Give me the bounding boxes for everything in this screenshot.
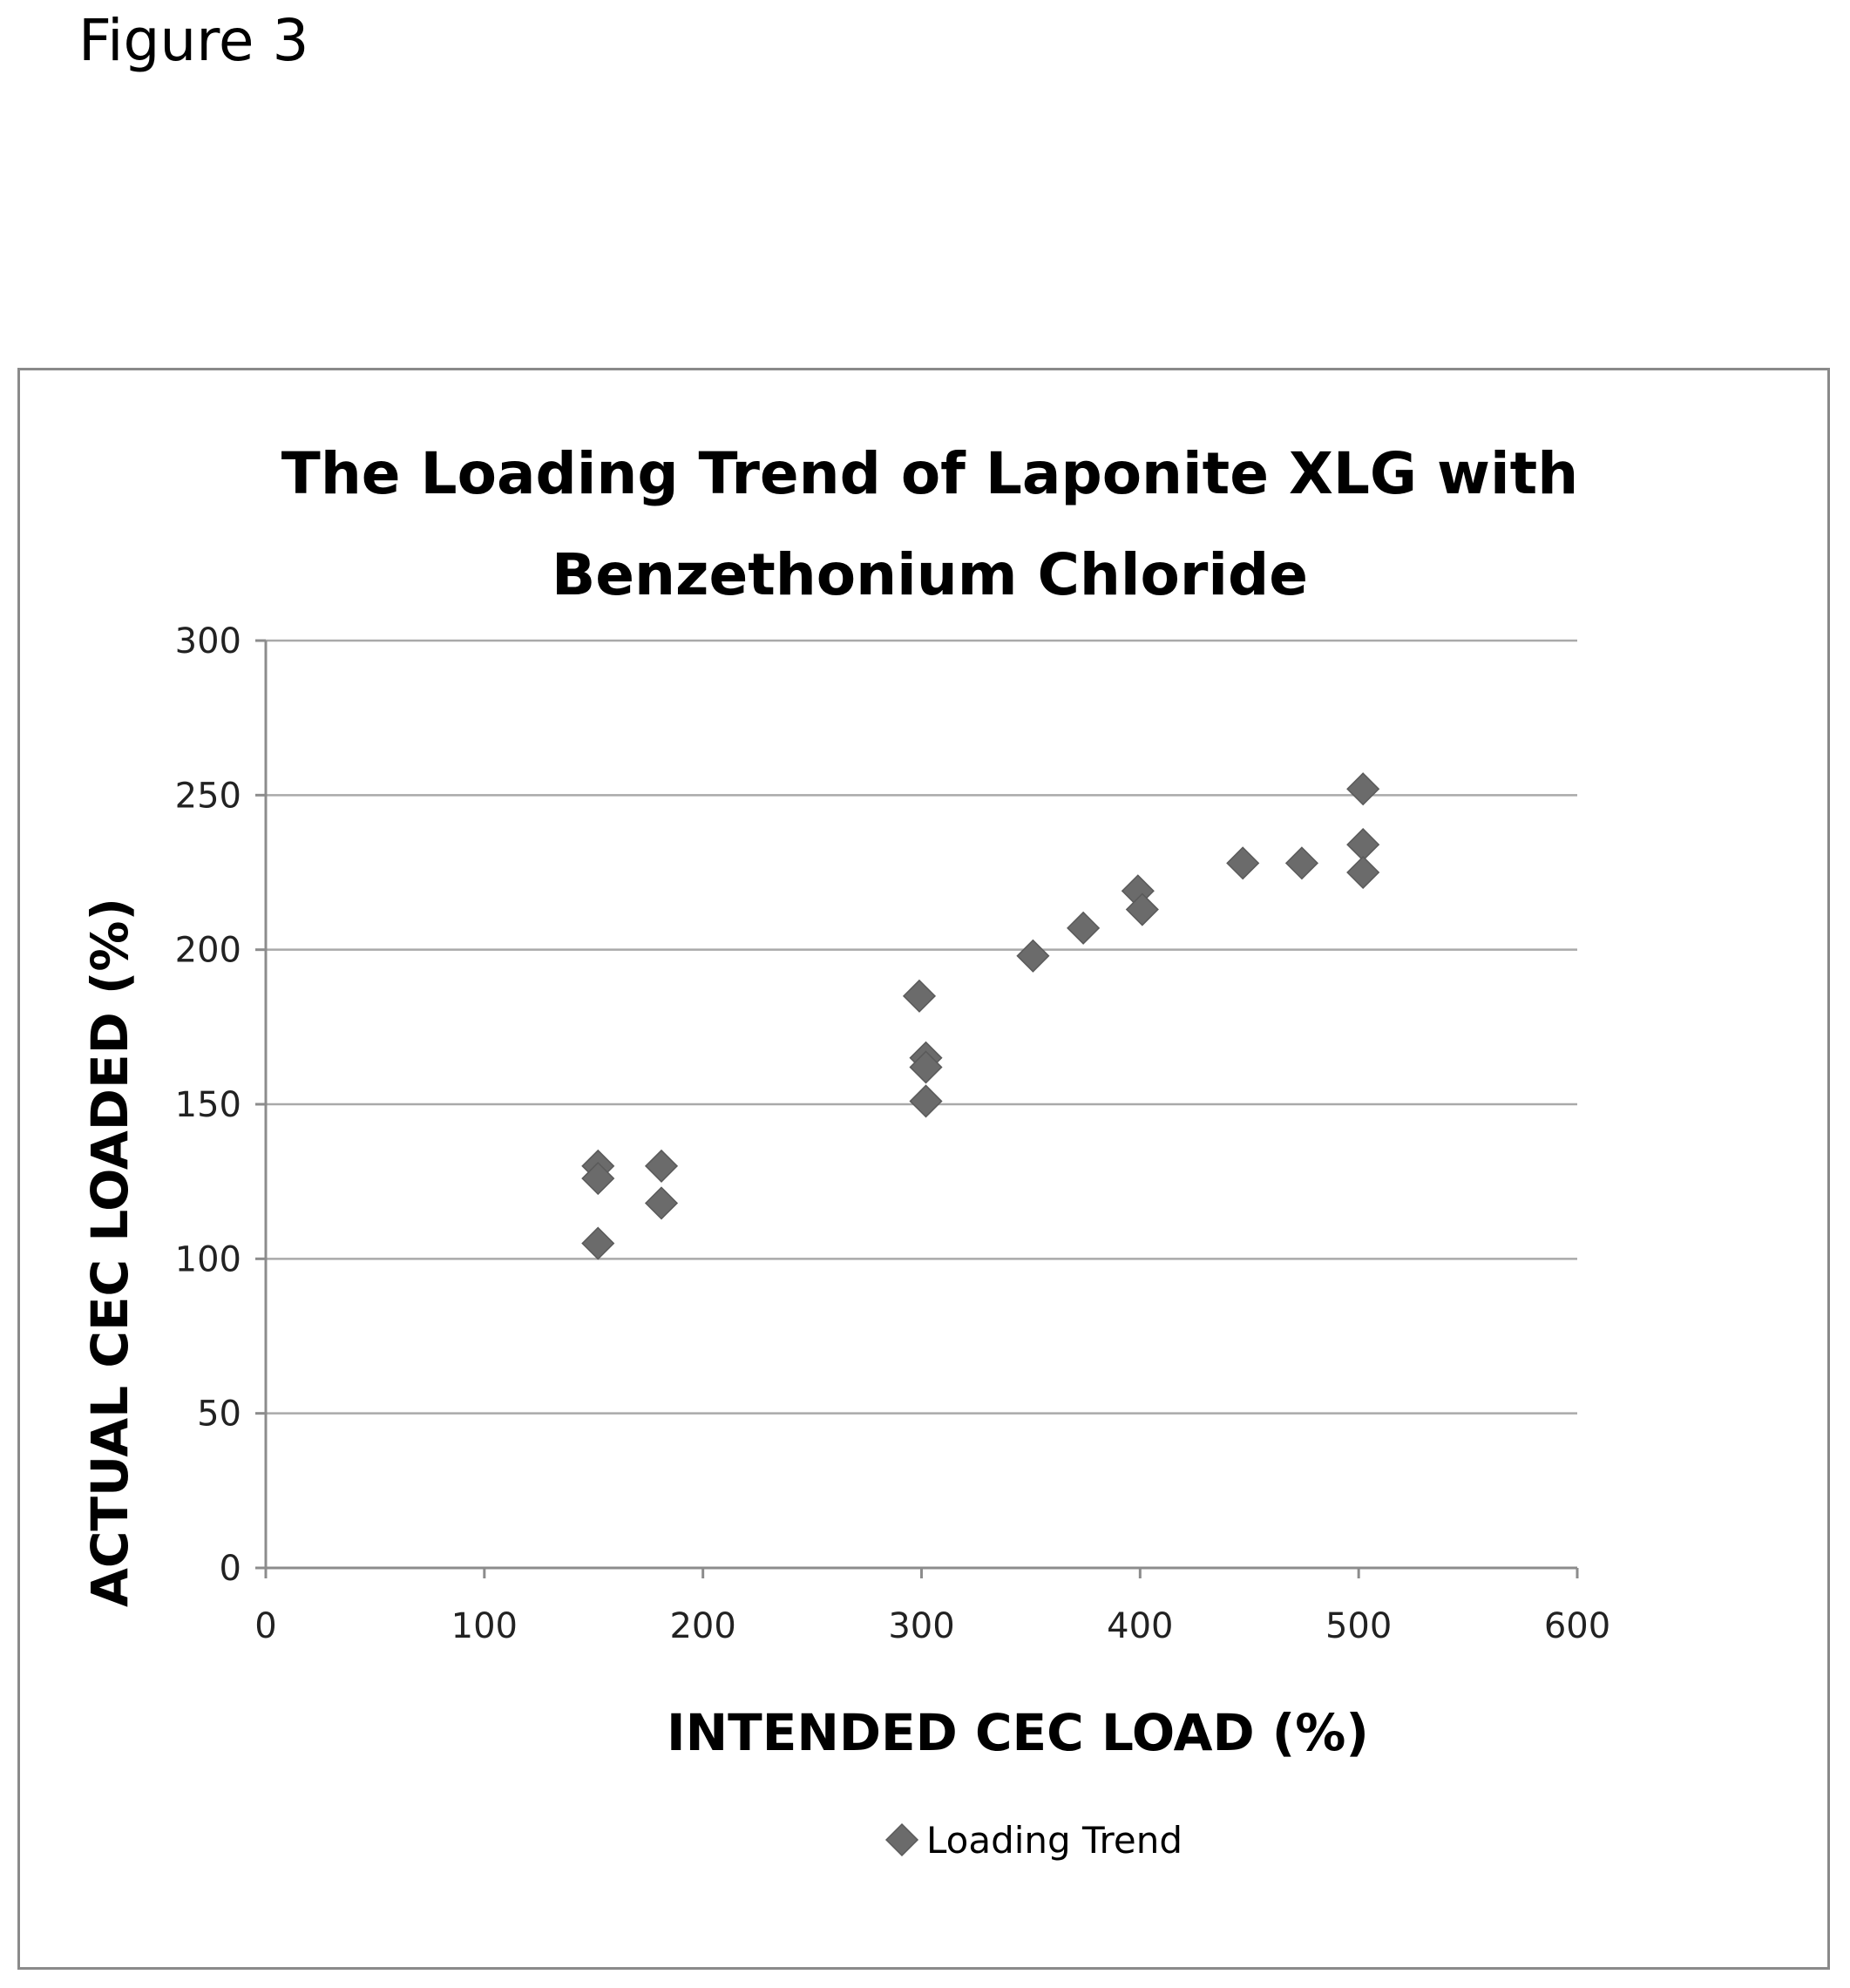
legend-marker-diamond bbox=[884, 1822, 919, 1857]
figure-label: Figure 3 bbox=[78, 7, 309, 74]
data-point-0-3 bbox=[644, 1149, 679, 1183]
data-point-0-17 bbox=[1346, 855, 1380, 890]
gridlines bbox=[266, 639, 1577, 1415]
scatter-chart: The Loading Trend of Laponite XLG with B… bbox=[80, 440, 1610, 1862]
chart-title-line-1: The Loading Trend of Laponite XLG with bbox=[281, 440, 1578, 507]
y-axis-title: ACTUAL CEC LOADED (%) bbox=[80, 898, 139, 1607]
y-tick-label-300: 300 bbox=[175, 621, 241, 662]
legend: Loading Trend bbox=[884, 1819, 1183, 1862]
chart-frame: The Loading Trend of Laponite XLG with B… bbox=[17, 368, 1830, 1970]
x-tick-label-400: 400 bbox=[1107, 1606, 1173, 1646]
x-tick-label-500: 500 bbox=[1325, 1606, 1392, 1646]
data-point-0-12 bbox=[1125, 892, 1159, 926]
y-tick-label-100: 100 bbox=[175, 1239, 241, 1279]
data-point-0-1 bbox=[581, 1162, 615, 1196]
x-tick-label-0: 0 bbox=[254, 1606, 276, 1646]
data-point-0-9 bbox=[1016, 939, 1050, 973]
data-point-0-7 bbox=[909, 1050, 943, 1084]
x-tick-labels: 0 100 200 300 400 500 600 bbox=[254, 1606, 1610, 1646]
y-tick-label-50: 50 bbox=[197, 1394, 241, 1435]
axes bbox=[255, 639, 1579, 1578]
data-point-0-15 bbox=[1346, 772, 1380, 806]
y-tick-label-150: 150 bbox=[175, 1085, 241, 1125]
data-point-0-13 bbox=[1226, 846, 1260, 880]
data-point-0-4 bbox=[644, 1186, 679, 1220]
x-tick-label-600: 600 bbox=[1544, 1606, 1610, 1646]
legend-entry-loading-trend: Loading Trend bbox=[926, 1819, 1183, 1862]
data-point-0-5 bbox=[902, 979, 937, 1013]
chart-title-line-2: Benzethonium Chloride bbox=[552, 541, 1308, 608]
y-tick-label-200: 200 bbox=[175, 931, 241, 971]
x-tick-label-300: 300 bbox=[888, 1606, 954, 1646]
data-point-0-10 bbox=[1067, 911, 1101, 945]
y-tick-label-250: 250 bbox=[175, 776, 241, 816]
chart-title: The Loading Trend of Laponite XLG with B… bbox=[281, 440, 1578, 608]
x-tick-label-100: 100 bbox=[451, 1606, 518, 1646]
y-tick-label-0: 0 bbox=[220, 1549, 241, 1589]
x-axis-title: INTENDED CEC LOAD (%) bbox=[667, 1703, 1369, 1762]
data-point-0-16 bbox=[1346, 828, 1380, 862]
data-point-0-14 bbox=[1284, 846, 1319, 880]
data-point-0-8 bbox=[909, 1084, 943, 1118]
data-points bbox=[581, 772, 1380, 1260]
y-tick-labels: 0 50 100 150 200 250 300 bbox=[175, 621, 241, 1589]
data-point-0-2 bbox=[581, 1226, 615, 1260]
x-tick-label-200: 200 bbox=[669, 1606, 735, 1646]
